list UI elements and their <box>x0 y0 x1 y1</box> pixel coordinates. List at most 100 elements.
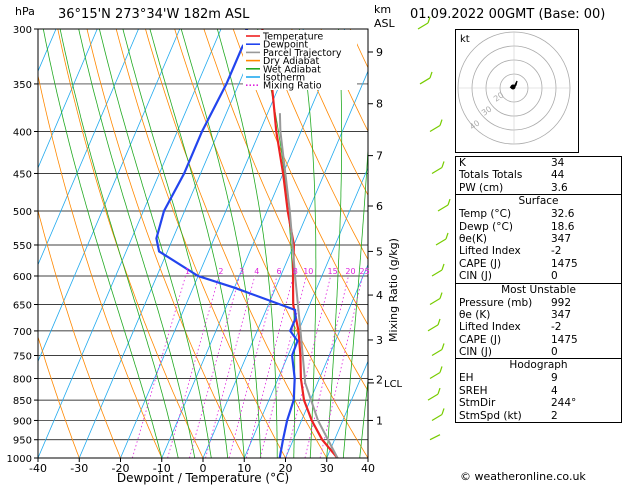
row-label: CAPE (J) <box>459 257 502 270</box>
x-tick-label: 10 <box>237 462 251 475</box>
table-row: CAPE (J) 1475 <box>456 258 621 270</box>
isotherm <box>326 360 368 458</box>
copyright: © weatheronline.co.uk <box>460 470 586 483</box>
table-row: Lifted Index -2 <box>456 321 621 333</box>
y-tick-label: 950 <box>13 436 32 447</box>
table-row: CIN (J) 0 <box>456 346 621 358</box>
y-tick-label: 600 <box>13 272 32 283</box>
row-label: θe (K) <box>459 308 491 321</box>
legend-label: Dewpoint <box>263 40 308 51</box>
isotherm <box>243 166 368 458</box>
x-tick-label: -10 <box>153 462 171 475</box>
wind-barb <box>429 371 441 380</box>
mixing-ratio-label: 25 <box>360 267 370 276</box>
row-value: -2 <box>551 321 562 334</box>
wind-barb-flag <box>429 71 433 79</box>
y-tick-label: 900 <box>13 416 32 427</box>
row-value: 1475 <box>551 333 578 346</box>
lcl-label: LCL <box>384 379 403 390</box>
km-tick-label: 3 <box>376 334 383 347</box>
legend-label: Wet Adiabat <box>263 64 321 75</box>
row-label: StmDir <box>459 397 496 410</box>
wind-barb <box>431 348 443 357</box>
mixing-ratio-line <box>189 275 241 458</box>
mixing-ratio-label: 3 <box>239 267 244 276</box>
row-label: CIN (J) <box>459 346 492 359</box>
km-label: km <box>374 3 392 16</box>
wet-adiabat <box>298 29 317 458</box>
table-row: PW (cm) 3.6 <box>456 182 621 194</box>
table-row: EH 9 <box>456 372 621 384</box>
wet-adiabat <box>216 29 278 458</box>
row-value: 992 <box>551 296 572 309</box>
dry-adiabat <box>145 29 328 458</box>
legend-label: Isotherm <box>263 73 305 84</box>
km-tick-label: 6 <box>376 200 383 213</box>
hodo-ring-40: 40 <box>468 118 482 131</box>
row-value: 4 <box>551 384 558 397</box>
km-tick-label: 2 <box>376 373 383 386</box>
mixing-ratio-line <box>205 275 256 458</box>
legend-box <box>243 30 357 90</box>
wind-barb-flag <box>441 161 445 168</box>
table-row: Temp (°C) 32.6 <box>456 208 621 220</box>
table-row: StmDir 244° <box>456 397 621 409</box>
mixing-ratio-label: 1 <box>185 267 190 276</box>
table-row: θe(K) 347 <box>456 233 621 245</box>
wet-adiabat <box>42 29 163 458</box>
wind-barb <box>435 238 447 246</box>
indices-table: K 34 Totals Totals 44 PW (cm) 3.6 Surface Tem… <box>455 156 622 424</box>
asl-label: ASL <box>374 17 395 30</box>
wind-barb-flag <box>437 318 441 326</box>
table-row: StmSpd (kt) 2 <box>456 410 621 422</box>
wind-barb-flag <box>437 387 441 395</box>
y-tick-label: 350 <box>13 80 32 91</box>
y-tick-label: 400 <box>13 128 32 139</box>
wind-barb-flag <box>427 16 431 24</box>
wind-barb-flag <box>441 343 445 350</box>
wet-adiabat <box>99 29 212 458</box>
row-value: 18.6 <box>551 220 575 233</box>
most-unstable-title: Most Unstable <box>456 282 621 297</box>
table-row: CIN (J) 0 <box>456 270 621 282</box>
wind-barb <box>427 324 439 332</box>
mixing-ratio-label: 6 <box>276 267 281 276</box>
mixing-ratio-label: 10 <box>303 267 313 276</box>
dry-adiabat <box>291 29 368 197</box>
x-tick-label: -30 <box>70 462 88 475</box>
wind-barb-flag <box>447 198 451 206</box>
wind-barb-flag <box>439 366 443 373</box>
wind-barb-flag <box>439 119 443 126</box>
station-title: 36°15'N 273°34'W 182m ASL <box>58 7 250 22</box>
series-dewpoint <box>155 29 299 458</box>
isotherm <box>285 263 368 458</box>
row-label: Lifted Index <box>459 321 521 334</box>
wind-barb <box>417 22 429 30</box>
dry-adiabat <box>38 74 163 458</box>
mixing-ratio-line <box>167 275 220 458</box>
surface-title: Surface <box>456 194 621 208</box>
wet-adiabat <box>122 29 229 458</box>
mixing-ratio-label: 15 <box>328 267 338 276</box>
row-value: 347 <box>551 308 572 321</box>
mixing-ratio-line <box>285 275 332 458</box>
km-tick-label: 5 <box>376 245 383 258</box>
wet-adiabat <box>78 29 196 458</box>
wind-barb <box>427 393 439 401</box>
row-label: Dewp (°C) <box>459 220 513 233</box>
x-tick-label: -20 <box>112 462 130 475</box>
km-tick-label: 7 <box>376 150 383 163</box>
dry-adiabat <box>115 29 286 458</box>
isotherm <box>38 29 222 458</box>
wind-barb <box>437 204 449 212</box>
hpa-label: hPa <box>15 5 35 18</box>
table-row: SREH 4 <box>456 385 621 397</box>
datetime-title: 01.09.2022 00GMT (Base: 00) <box>410 7 606 22</box>
row-value: 0 <box>551 346 558 359</box>
row-label: Lifted Index <box>459 245 521 258</box>
row-value: 244° <box>551 397 577 410</box>
row-value: 1475 <box>551 257 578 270</box>
row-value: 2 <box>551 409 558 422</box>
